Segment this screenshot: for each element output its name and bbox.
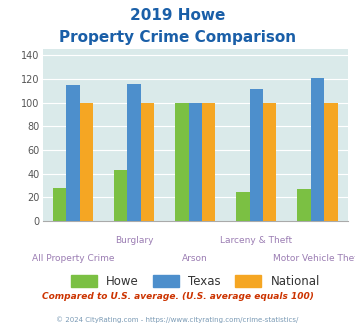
- Bar: [202, 103, 215, 221]
- Text: Compared to U.S. average. (U.S. average equals 100): Compared to U.S. average. (U.S. average …: [42, 292, 313, 301]
- Bar: [141, 103, 154, 221]
- Bar: [324, 103, 338, 221]
- Bar: [53, 188, 66, 221]
- Bar: [175, 103, 189, 221]
- Text: Arson: Arson: [182, 254, 208, 263]
- Text: All Property Crime: All Property Crime: [32, 254, 114, 263]
- Bar: [114, 170, 127, 221]
- Bar: [189, 103, 202, 221]
- Bar: [80, 103, 93, 221]
- Bar: [250, 88, 263, 221]
- Text: © 2024 CityRating.com - https://www.cityrating.com/crime-statistics/: © 2024 CityRating.com - https://www.city…: [56, 317, 299, 323]
- Text: 2019 Howe: 2019 Howe: [130, 8, 225, 23]
- Legend: Howe, Texas, National: Howe, Texas, National: [71, 275, 320, 288]
- Bar: [66, 85, 80, 221]
- Text: Property Crime Comparison: Property Crime Comparison: [59, 30, 296, 45]
- Text: Larceny & Theft: Larceny & Theft: [220, 236, 293, 245]
- Bar: [311, 78, 324, 221]
- Bar: [236, 191, 250, 221]
- Bar: [297, 189, 311, 221]
- Bar: [263, 103, 277, 221]
- Bar: [127, 84, 141, 221]
- Text: Motor Vehicle Theft: Motor Vehicle Theft: [273, 254, 355, 263]
- Text: Burglary: Burglary: [115, 236, 153, 245]
